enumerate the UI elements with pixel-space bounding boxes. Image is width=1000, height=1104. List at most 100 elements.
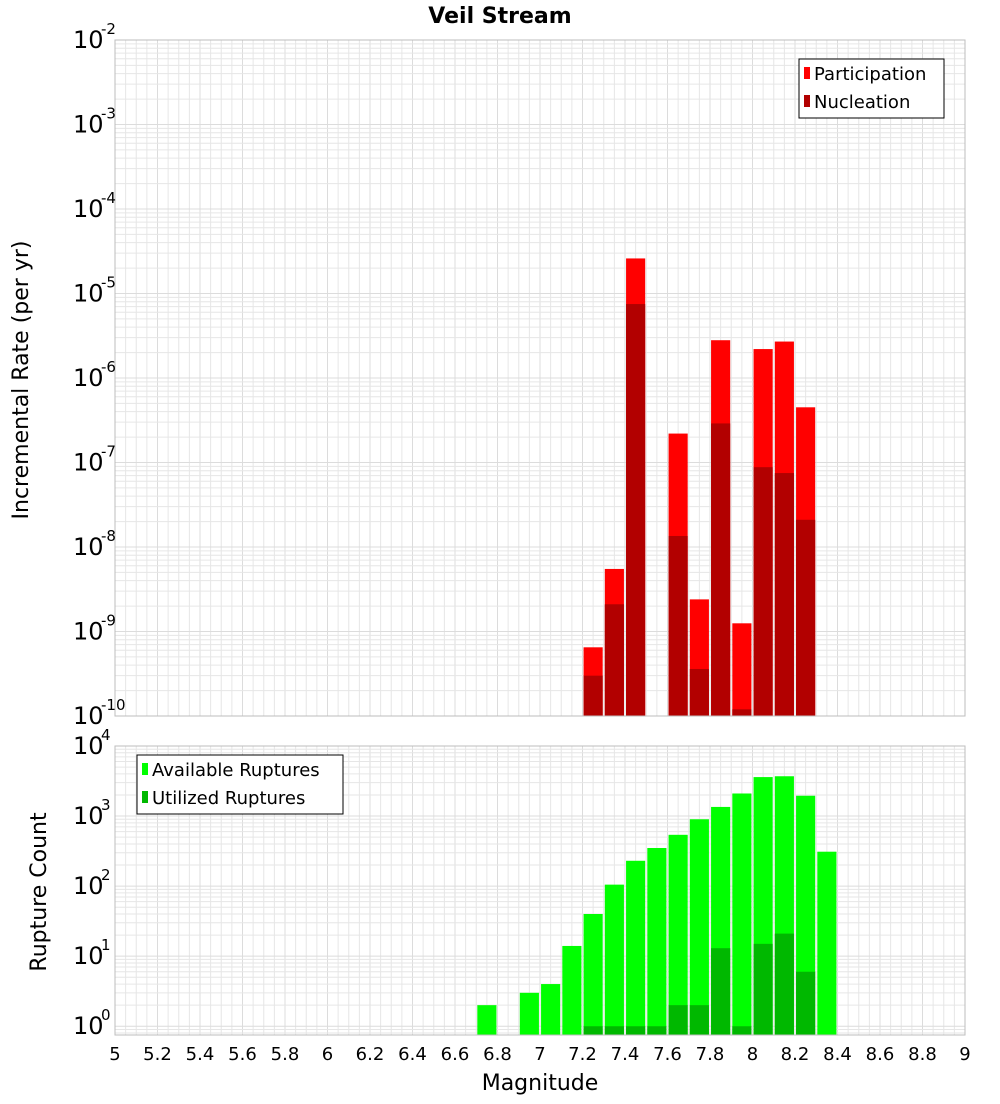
bottom-bar-0-3 bbox=[562, 945, 582, 1035]
top-y-tick-exponent: -4 bbox=[101, 189, 116, 207]
top-bar-0-6 bbox=[732, 623, 752, 716]
bottom-bar-0-0 bbox=[477, 1005, 497, 1035]
bottom-legend-swatch-0 bbox=[142, 763, 148, 775]
top-y-tick-exponent: -7 bbox=[101, 443, 116, 461]
top-bar-1-4 bbox=[689, 668, 709, 716]
bottom-bar-1-14 bbox=[796, 971, 816, 1035]
top-y-tick-exponent: -6 bbox=[101, 358, 116, 376]
bottom-bar-0-11 bbox=[732, 793, 752, 1035]
top-bar-1-0 bbox=[583, 675, 603, 716]
bottom-x-tick-label: 5 bbox=[109, 1044, 120, 1065]
x-axis-label: Magnitude bbox=[482, 1071, 599, 1096]
top-legend-box bbox=[798, 58, 945, 119]
bottom-x-tick-label: 5.6 bbox=[228, 1044, 257, 1065]
bottom-y-tick-label: 10 bbox=[73, 1012, 104, 1040]
bottom-bar-0-9 bbox=[689, 819, 709, 1035]
bottom-x-tick-label: 6.4 bbox=[398, 1044, 427, 1065]
top-legend-swatch-0 bbox=[804, 67, 810, 79]
top-legend: Participation Nucleation bbox=[798, 58, 945, 119]
top-y-tick-exponent: -10 bbox=[101, 696, 126, 714]
top-y-tick-exponent: -5 bbox=[101, 274, 116, 292]
top-y-tick-label: 10 bbox=[73, 449, 104, 477]
top-y-tick-exponent: -9 bbox=[101, 612, 116, 630]
bottom-plot-frame bbox=[114, 745, 966, 1036]
bottom-bar-1-6 bbox=[626, 1026, 646, 1035]
bottom-legend-swatch-1 bbox=[142, 791, 148, 803]
top-y-tick-label: 10 bbox=[73, 533, 104, 561]
top-series-1 bbox=[583, 304, 816, 716]
bottom-bar-1-12 bbox=[753, 943, 773, 1035]
top-legend-label-1: Nucleation bbox=[814, 92, 910, 113]
bottom-bar-1-8 bbox=[668, 1005, 688, 1035]
bottom-x-tick-label: 9 bbox=[959, 1044, 970, 1065]
bottom-x-tick-label: 8.2 bbox=[781, 1044, 810, 1065]
bottom-legend-box bbox=[136, 754, 344, 815]
bottom-legend-label-0: Available Ruptures bbox=[152, 760, 320, 781]
bottom-x-tick-label: 6.2 bbox=[356, 1044, 385, 1065]
bottom-x-tick-label: 6.6 bbox=[441, 1044, 470, 1065]
top-bar-1-5 bbox=[711, 423, 731, 716]
top-y-tick-exponent: -8 bbox=[101, 527, 116, 545]
top-bar-1-3 bbox=[668, 535, 688, 716]
bottom-legend-label-1: Utilized Ruptures bbox=[152, 788, 305, 809]
bottom-bar-1-9 bbox=[689, 1005, 709, 1035]
bottom-y-tick-label: 10 bbox=[73, 802, 104, 830]
top-y-tick-label: 10 bbox=[73, 26, 104, 54]
bottom-y-tick-label: 10 bbox=[73, 942, 104, 970]
bottom-x-tick-label: 7.4 bbox=[611, 1044, 640, 1065]
bottom-bar-0-5 bbox=[604, 884, 624, 1035]
bottom-x-tick-label: 8.8 bbox=[908, 1044, 937, 1065]
bottom-y-tick-label: 10 bbox=[73, 872, 104, 900]
top-y-tick-label: 10 bbox=[73, 111, 104, 139]
bottom-x-tick-label: 8 bbox=[747, 1044, 758, 1065]
bottom-bar-0-4 bbox=[583, 914, 603, 1035]
top-bar-1-7 bbox=[753, 467, 773, 716]
bottom-x-tick-label: 6 bbox=[322, 1044, 333, 1065]
top-bar-1-2 bbox=[626, 304, 646, 716]
top-bar-1-8 bbox=[774, 473, 794, 716]
bottom-y-tick-exponent: 4 bbox=[101, 726, 111, 744]
top-y-tick-label: 10 bbox=[73, 280, 104, 308]
bottom-legend: Available Ruptures Utilized Ruptures bbox=[136, 754, 344, 815]
top-rate-panel: 10-1010-910-810-710-610-510-410-310-2Par… bbox=[73, 20, 966, 730]
bottom-x-tick-label: 7 bbox=[534, 1044, 545, 1065]
bottom-x-tick-label: 6.8 bbox=[483, 1044, 512, 1065]
bottom-bar-0-8 bbox=[668, 834, 688, 1035]
bottom-bar-0-1 bbox=[519, 992, 539, 1035]
bottom-x-tick-label: 7.8 bbox=[696, 1044, 725, 1065]
bottom-bar-1-7 bbox=[647, 1026, 667, 1035]
top-bar-1-6 bbox=[732, 709, 752, 716]
bottom-x-tick-label: 5.2 bbox=[143, 1044, 172, 1065]
bottom-bar-0-6 bbox=[626, 860, 646, 1035]
bottom-x-tick-label: 8.6 bbox=[866, 1044, 895, 1065]
bottom-bar-0-15 bbox=[817, 851, 837, 1035]
bottom-x-tick-label: 7.6 bbox=[653, 1044, 682, 1065]
top-bar-1-1 bbox=[604, 604, 624, 716]
bottom-bar-1-4 bbox=[583, 1026, 603, 1035]
top-y-tick-exponent: -3 bbox=[101, 105, 116, 123]
bottom-bar-1-10 bbox=[711, 948, 731, 1035]
bottom-series-0 bbox=[477, 776, 837, 1035]
bottom-bar-1-11 bbox=[732, 1026, 752, 1035]
bottom-y-tick-exponent: 0 bbox=[101, 1006, 111, 1024]
top-bar-1-9 bbox=[796, 519, 816, 716]
bottom-x-tick-labels: 5 5.2 5.4 5.6 5.8 6 6.2 6.4 6.6 6.8 7 7.2 7.4 7.6 7.8 8… bbox=[109, 1044, 970, 1065]
bottom-x-tick-label: 8.4 bbox=[823, 1044, 852, 1065]
top-plot-frame bbox=[114, 39, 966, 717]
bottom-x-tick-label: 7.2 bbox=[568, 1044, 597, 1065]
top-y-tick-label: 10 bbox=[73, 702, 104, 730]
bottom-y-tick-exponent: 2 bbox=[101, 866, 111, 884]
bottom-bar-0-7 bbox=[647, 848, 667, 1035]
bottom-y-tick-label: 10 bbox=[73, 732, 104, 760]
top-y-tick-label: 10 bbox=[73, 618, 104, 646]
bottom-x-tick-label: 5.8 bbox=[271, 1044, 300, 1065]
chart-title: Veil Stream bbox=[428, 4, 571, 29]
top-legend-label-0: Participation bbox=[814, 64, 926, 85]
top-y-tick-label: 10 bbox=[73, 195, 104, 223]
top-y-tick-exponent: -2 bbox=[101, 20, 116, 38]
bottom-bar-0-2 bbox=[541, 984, 561, 1035]
bottom-y-tick-exponent: 1 bbox=[101, 936, 111, 954]
bottom-y-axis-label: Rupture Count bbox=[27, 812, 52, 972]
